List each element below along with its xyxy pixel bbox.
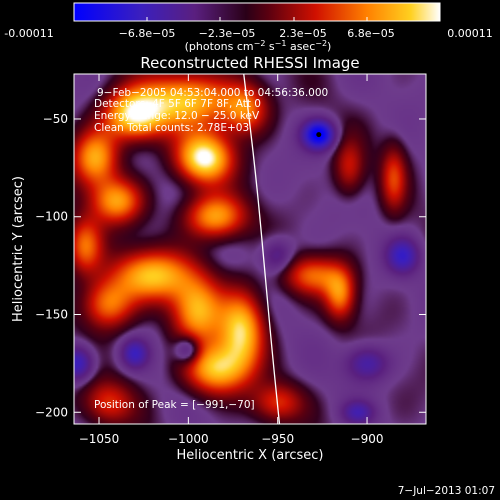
x-axis-label: Heliocentric X (arcsec) [177,448,324,463]
y-tick-label: −50 [43,112,68,126]
colorbar-unit: (photons cm−2 s−1 asec−2) [185,39,332,53]
x-tick-label: −1000 [168,432,209,446]
peak-marker [316,132,322,138]
x-axis: −1050 −1000 −950 −900 [79,74,384,446]
colorbar-tick-label: -0.00011 [4,27,53,40]
y-tick-label: −200 [35,405,68,419]
annotation-energy: Energy Range: 12.0 − 25.0 keV [94,110,260,122]
y-axis-label: Heliocentric Y (arcsec) [11,176,26,322]
colorbar-tick-label: 0.00011 [447,27,493,40]
x-tick-label: −900 [351,432,384,446]
annotation-peak: Position of Peak = [−991,−70] [94,399,255,411]
heatmap-image [74,74,426,424]
chart-title: Reconstructed RHESSI Image [140,54,359,72]
colorbar-tick-label: 6.8e−05 [347,27,394,40]
colorbar-tick-label: −6.8e−05 [119,27,176,40]
annotation-detectors: Detectors: 4F 5F 6F 7F 8F, Att 0 [94,98,261,110]
x-tick-label: −950 [261,432,294,446]
y-tick-label: −150 [35,308,68,322]
colorbar-ticks [73,17,441,21]
colorbar [73,2,441,22]
plot-frame [73,73,427,425]
colorbar-tick-label: 2.3e−05 [279,27,326,40]
annotation-time: 9−Feb−2005 04:53:04.000 to 04:56:36.000 [97,87,328,99]
solar-limb-curve [243,74,281,424]
y-axis: −50 −100 −150 −200 [35,112,426,419]
annotation-counts: Clean Total counts: 2.78E+03 [94,122,249,134]
y-tick-label: −100 [35,210,68,224]
footer-timestamp: 7−Jul−2013 01:07 [398,485,495,497]
colorbar-tick-label: −2.3e−05 [199,27,256,40]
x-tick-label: −1050 [79,432,120,446]
